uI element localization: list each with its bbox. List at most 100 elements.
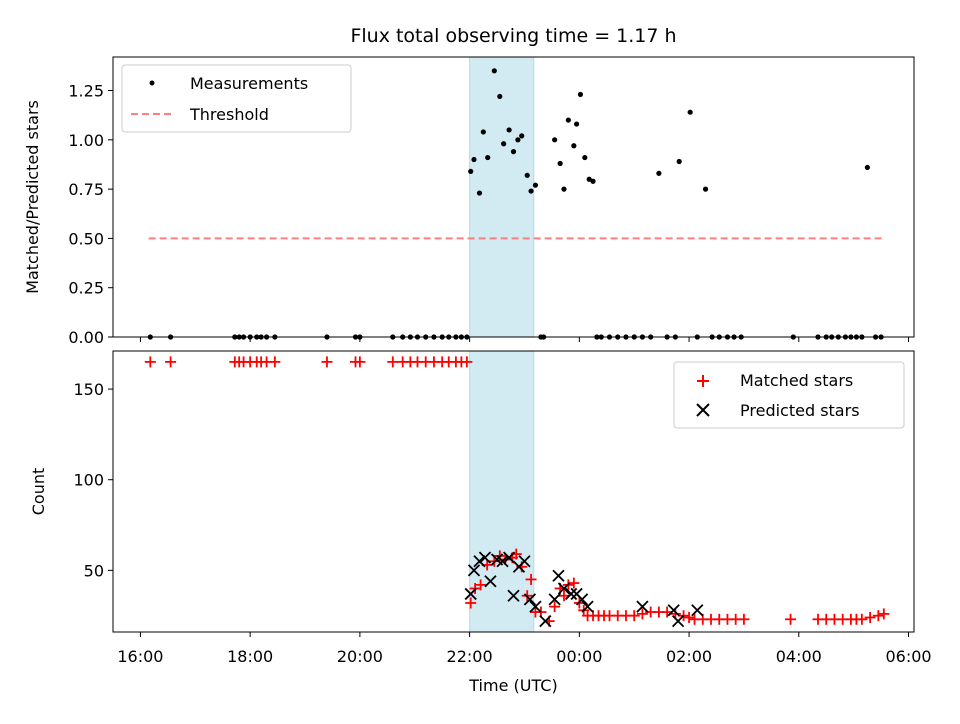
predicted-star-stroke (667, 604, 680, 617)
measurement-point (532, 182, 539, 188)
count-marks (144, 356, 890, 628)
predicted-star-stroke (529, 600, 542, 613)
ratio-legend-box (121, 64, 352, 133)
predicted-star-point (539, 614, 552, 628)
measurement-point (864, 164, 870, 171)
ratio-y-tick-label: 1.00 (68, 131, 104, 150)
observing-window-span (469, 56, 535, 338)
matched-star-point (856, 613, 868, 625)
predicted-star-stroke (518, 555, 531, 568)
measurement-point (582, 154, 588, 161)
ratio-y-ticks: 0.00 0.25 0.50 0.75 1.00 1.25 (68, 82, 113, 347)
measurement-point (510, 149, 517, 155)
predicted-star-point (496, 555, 509, 568)
predicted-star-point (518, 555, 531, 568)
predicted-star-stroke (502, 551, 516, 564)
measurement-point (480, 129, 486, 135)
matched-star-point (636, 608, 648, 620)
predicted-star-point (523, 593, 537, 606)
observing-window-span-bottom (469, 350, 535, 633)
predicted-star-stroke (464, 587, 477, 601)
predicted-star-point (507, 589, 520, 602)
legend-matched-marker (697, 375, 709, 387)
predicted-star-point (552, 569, 565, 582)
ratio-y-tick-label: 0.75 (68, 180, 104, 199)
measurement-point (476, 190, 483, 196)
matched-star-point (165, 356, 177, 368)
matched-star-point (465, 597, 477, 609)
count-x-tick-label: 04:00 (776, 647, 822, 666)
ratio-legend: Measurements Threshold (121, 64, 352, 133)
predicted-star-stroke (581, 600, 594, 613)
measurement-point (561, 186, 567, 192)
matched-star-point (354, 356, 366, 368)
matched-star-point (628, 610, 640, 622)
matched-star-point (785, 613, 797, 625)
matched-star-point (683, 611, 695, 623)
predicted-star-stroke (478, 551, 492, 564)
predicted-star-stroke (523, 593, 537, 606)
measurement-point (565, 117, 571, 123)
x-axis-label: Time (UTC) (468, 676, 557, 695)
measurement-point (485, 154, 491, 161)
predicted-star-stroke (507, 589, 520, 602)
predicted-star-point (478, 551, 492, 564)
predicted-star-point (502, 551, 516, 564)
matched-star-point (525, 573, 537, 585)
predicted-star-stroke (671, 614, 685, 628)
measurement-point (524, 172, 530, 178)
chart-title: Flux total observing time = 1.17 h (350, 25, 676, 47)
predicted-star-point (473, 555, 486, 568)
ratio-y-tick-label: 0.50 (68, 229, 104, 248)
predicted-star-point (464, 587, 477, 601)
measurement-point (506, 127, 512, 133)
predicted-star-point (581, 600, 594, 613)
measurement-point (468, 168, 474, 174)
matched-star-point (738, 613, 750, 625)
count-x-tick-label: 06:00 (885, 647, 931, 666)
predicted-star-stroke (484, 575, 497, 588)
count-x-ticks: 16:00 18:00 20:00 22:00 00:00 02:00 04:00 06:00 (117, 632, 932, 666)
predicted-star-stroke (467, 564, 481, 577)
measurement-point (656, 170, 662, 176)
predicted-star-stroke (552, 569, 565, 582)
matched-star-point (461, 356, 473, 368)
predicted-star-point (529, 600, 542, 613)
ratio-y-axis-label: Matched/Predicted stars (23, 100, 42, 294)
predicted-star-stroke (691, 604, 704, 617)
count-axes-frame (112, 350, 915, 633)
measurement-point (702, 186, 709, 192)
measurement-point (471, 156, 477, 163)
measurement-point (676, 158, 682, 165)
measurement-point (552, 137, 558, 143)
ratio-panel: 0.00 0.25 0.50 0.75 1.00 1.25 Matched/Predict… (23, 25, 915, 347)
ratio-axes-frame (112, 56, 915, 338)
matched-star-point (144, 356, 156, 368)
matched-star-point (568, 577, 580, 589)
matched-star-point (475, 579, 487, 591)
count-y-ticks: 50 100 150 (73, 380, 113, 580)
predicted-star-point (467, 564, 481, 577)
count-y-tick-label: 100 (73, 471, 104, 490)
count-legend: Matched stars Predicted stars (673, 361, 905, 429)
legend-matched-label: Matched stars (740, 371, 853, 390)
matched-star-point (558, 590, 570, 602)
ratio-y-tick-label: 0.00 (68, 328, 104, 347)
predicted-star-stroke (557, 582, 571, 595)
measurement-point (519, 133, 525, 139)
count-y-tick-label: 50 (84, 561, 104, 580)
measurement-point (590, 178, 596, 184)
measurement-point (586, 176, 592, 182)
predicted-star-point (548, 593, 561, 606)
predicted-star-stroke (575, 593, 589, 606)
predicted-star-point (667, 604, 680, 617)
legend-predicted-label: Predicted stars (740, 401, 860, 420)
count-x-tick-label: 20:00 (337, 647, 383, 666)
measurement-point (577, 91, 584, 98)
ratio-y-tick-label: 0.25 (68, 279, 104, 298)
predicted-star-point (564, 587, 578, 601)
measurement-point (528, 188, 534, 194)
matched-star-point (387, 356, 399, 368)
predicted-star-point (636, 600, 649, 613)
